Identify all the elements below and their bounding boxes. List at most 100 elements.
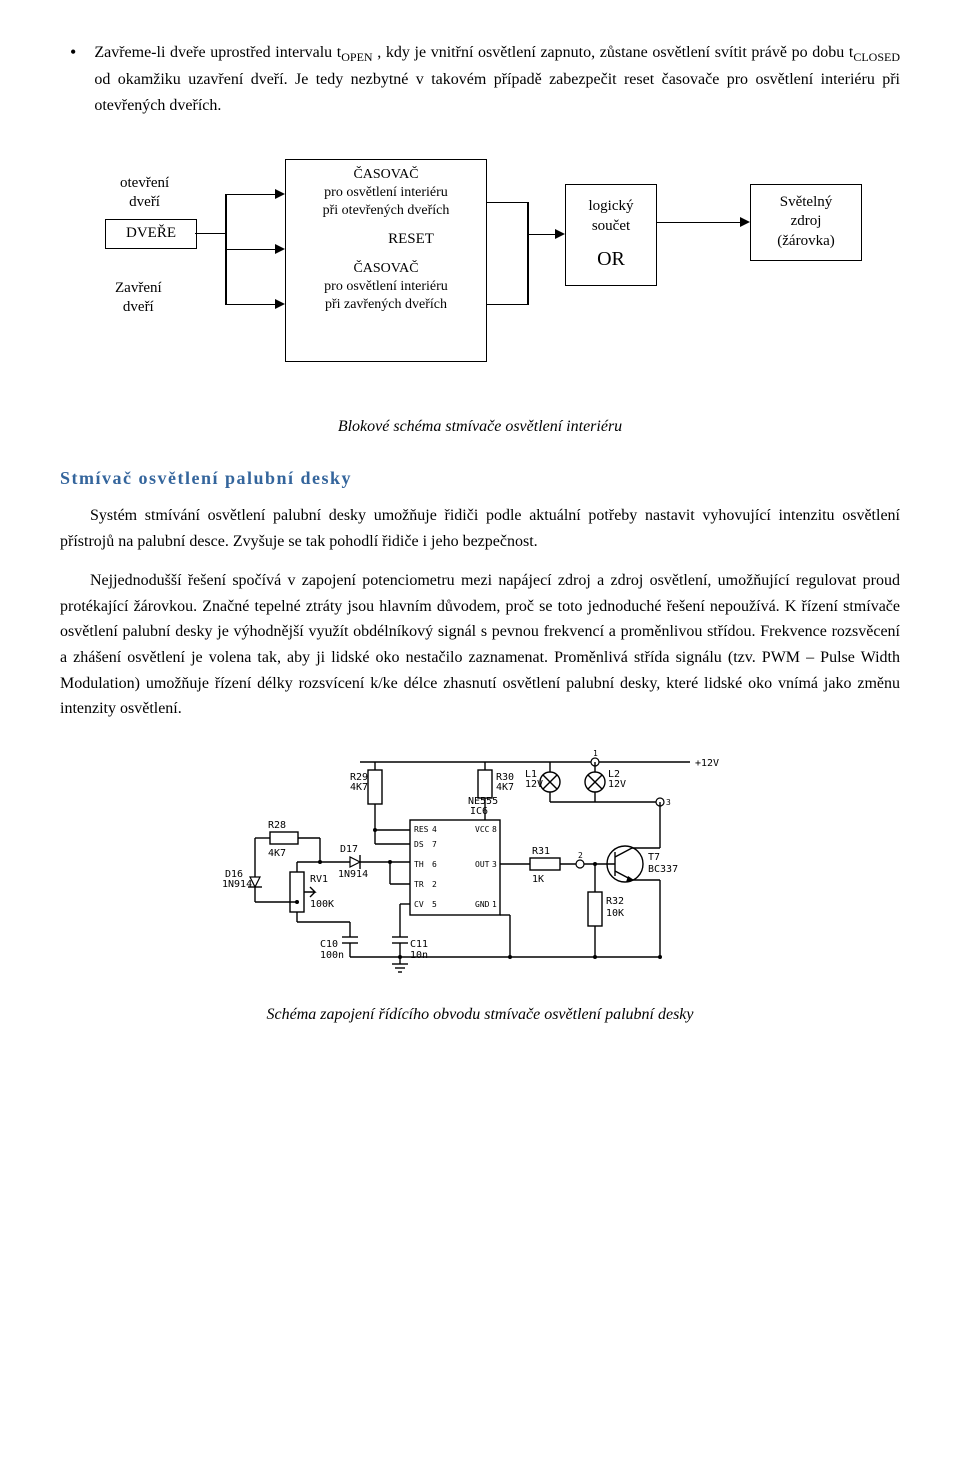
text: při otevřených dveřích [323, 203, 450, 218]
text: pro osvětlení interiéru [324, 185, 448, 200]
svg-text:12V: 12V [608, 779, 626, 790]
bullet-paragraph: • Zavřeme-li dveře uprostřed intervalu t… [60, 40, 900, 119]
text: OR [597, 246, 625, 272]
text: Zavření [115, 280, 162, 296]
arrow [527, 234, 529, 305]
text: pro osvětlení interiéru [324, 279, 448, 294]
arrow [225, 194, 275, 196]
text-fragment: Zavřeme-li dveře uprostřed intervalu t [94, 44, 341, 61]
text: dveří [129, 194, 160, 210]
circuit-schematic: .w { stroke:#000; stroke-width:1.4; fill… [220, 742, 740, 982]
svg-text:2: 2 [578, 851, 583, 860]
svg-text:D17: D17 [340, 844, 358, 855]
svg-text:DS: DS [414, 840, 424, 849]
svg-text:VCC: VCC [475, 825, 490, 834]
arrow [527, 234, 555, 236]
arrow [487, 304, 527, 306]
arrow [225, 233, 227, 304]
svg-text:2: 2 [432, 880, 437, 889]
svg-text:7: 7 [432, 840, 437, 849]
svg-text:3: 3 [492, 860, 497, 869]
svg-text:R32: R32 [606, 896, 624, 907]
circuit-caption: Schéma zapojení řídícího obvodu stmívače… [60, 1002, 900, 1028]
subscript-open: OPEN [341, 50, 372, 64]
svg-text:8: 8 [492, 825, 497, 834]
svg-text:4: 4 [432, 825, 437, 834]
text: zdroj [791, 212, 822, 232]
box-timers: ČASOVAČ pro osvětlení interiéru při otev… [285, 159, 487, 362]
arrow-head-icon [740, 217, 750, 227]
box-dvere: DVEŘE [105, 219, 197, 249]
arrow [225, 194, 227, 234]
arrow [657, 222, 740, 224]
timer-bottom: ČASOVAČ pro osvětlení interiéru při zavř… [324, 260, 448, 315]
box-or: logický součet OR [565, 184, 657, 286]
arrow [195, 233, 225, 235]
svg-text:5: 5 [432, 900, 437, 909]
block-diagram: otevření dveří DVEŘE Zavření dveří ČASOV… [60, 154, 900, 384]
text-fragment: od okamžiku uzavření dveří. Je tedy nezb… [94, 71, 900, 114]
svg-text:RV1: RV1 [310, 874, 328, 885]
svg-text:IC6: IC6 [470, 806, 488, 817]
arrow-head-icon [275, 244, 285, 254]
arrow [225, 249, 275, 251]
text: součet [592, 217, 630, 237]
bullet-marker: • [70, 40, 76, 65]
svg-text:TR: TR [414, 880, 424, 889]
svg-text:R31: R31 [532, 846, 550, 857]
svg-text:1: 1 [593, 749, 598, 758]
arrow [527, 202, 529, 235]
svg-text:R28: R28 [268, 820, 286, 831]
section-heading: Stmívač osvětlení palubní desky [60, 464, 900, 493]
svg-text:NE555: NE555 [468, 796, 498, 807]
svg-text:4K7: 4K7 [268, 848, 286, 859]
svg-text:BC337: BC337 [648, 864, 678, 875]
svg-text:C10: C10 [320, 939, 338, 950]
arrow-head-icon [275, 189, 285, 199]
label-supply: +12V [695, 758, 719, 769]
svg-text:TH: TH [414, 860, 424, 869]
svg-text:1K: 1K [532, 874, 544, 885]
text-fragment: , kdy je vnitřní osvětlení zapnuto, zůst… [373, 44, 854, 61]
paragraph-1: Systém stmívání osvětlení palubní desky … [60, 503, 900, 554]
svg-text:OUT: OUT [475, 860, 490, 869]
svg-text:100n: 100n [320, 950, 344, 961]
arrow-head-icon [275, 299, 285, 309]
svg-text:10n: 10n [410, 950, 428, 961]
text: ČASOVAČ [353, 167, 418, 182]
bullet-text: Zavřeme-li dveře uprostřed intervalu tOP… [94, 40, 900, 119]
text: DVEŘE [126, 224, 176, 244]
svg-text:1N914: 1N914 [338, 869, 368, 880]
diagram-caption: Blokové schéma stmívače osvětlení interi… [60, 414, 900, 440]
svg-text:100K: 100K [310, 899, 334, 910]
svg-text:4K7: 4K7 [496, 782, 514, 793]
subscript-closed: CLOSED [853, 50, 900, 64]
arrow-head-icon [555, 229, 565, 239]
text: (žárovka) [777, 232, 834, 252]
label-close-door: Zavření dveří [115, 279, 162, 318]
text: při zavřených dveřích [325, 297, 447, 312]
reset-label: RESET [388, 230, 434, 250]
svg-text:C11: C11 [410, 939, 428, 950]
timer-top: ČASOVAČ pro osvětlení interiéru při otev… [323, 166, 450, 221]
svg-text:1N914: 1N914 [222, 879, 252, 890]
svg-text:3: 3 [666, 798, 671, 807]
box-light: Světelný zdroj (žárovka) [750, 184, 862, 261]
svg-text:6: 6 [432, 860, 437, 869]
text: dveří [123, 299, 154, 315]
text: ČASOVAČ [353, 261, 418, 276]
svg-text:T7: T7 [648, 852, 660, 863]
arrow [225, 304, 275, 306]
paragraph-2: Nejjednodušší řešení spočívá v zapojení … [60, 568, 900, 722]
svg-text:12V: 12V [525, 779, 543, 790]
svg-text:10K: 10K [606, 908, 624, 919]
label-open-door: otevření dveří [120, 174, 169, 213]
svg-text:GND: GND [475, 900, 490, 909]
text: otevření [120, 175, 169, 191]
text: Světelný [780, 193, 833, 213]
arrow [487, 202, 527, 204]
svg-text:CV: CV [414, 900, 424, 909]
svg-text:1: 1 [492, 900, 497, 909]
svg-text:RES: RES [414, 825, 429, 834]
text: logický [589, 197, 634, 217]
